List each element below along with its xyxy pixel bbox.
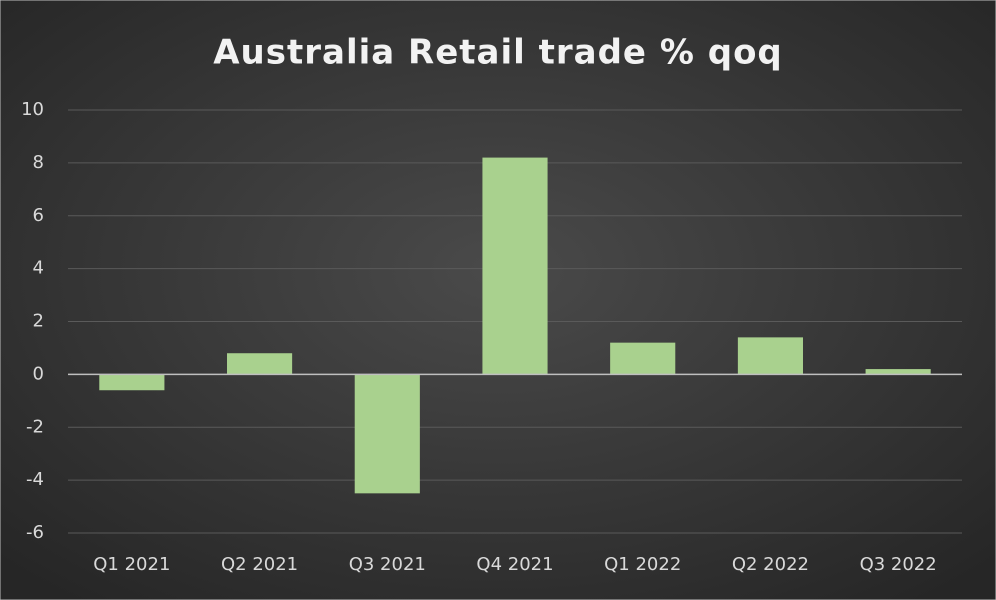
y-tick-label: 10 <box>21 99 44 120</box>
y-tick-label: -2 <box>26 416 44 437</box>
y-tick-label: 2 <box>33 311 44 332</box>
y-tick-label: -6 <box>26 522 44 543</box>
chart-title: Australia Retail trade % qoq <box>213 33 783 73</box>
bar <box>99 374 165 391</box>
x-tick-label: Q3 2022 <box>860 554 937 575</box>
x-tick-label: Q3 2021 <box>349 554 426 575</box>
x-tick-label: Q2 2021 <box>221 554 298 575</box>
x-tick-label: Q1 2021 <box>93 554 170 575</box>
x-tick-label: Q4 2021 <box>476 554 553 575</box>
bar <box>865 369 931 375</box>
bars <box>99 157 931 494</box>
x-tick-label: Q1 2022 <box>604 554 681 575</box>
bar <box>737 337 803 375</box>
bar <box>227 353 293 375</box>
y-tick-label: 8 <box>33 152 44 173</box>
bar <box>610 342 676 375</box>
bar <box>482 157 548 375</box>
bar <box>354 374 420 494</box>
x-tick-label: Q2 2022 <box>732 554 809 575</box>
y-tick-label: 0 <box>33 363 44 384</box>
y-tick-label: 4 <box>33 258 44 279</box>
y-tick-label: 6 <box>33 205 44 226</box>
y-tick-label: -4 <box>26 469 44 490</box>
grid: -6 -4 -2 0 2 4 6 8 10 <box>21 99 962 543</box>
axis: Q1 2021 Q2 2021 Q3 2021 Q4 2021 Q1 2022 Q2 20… <box>68 373 962 575</box>
